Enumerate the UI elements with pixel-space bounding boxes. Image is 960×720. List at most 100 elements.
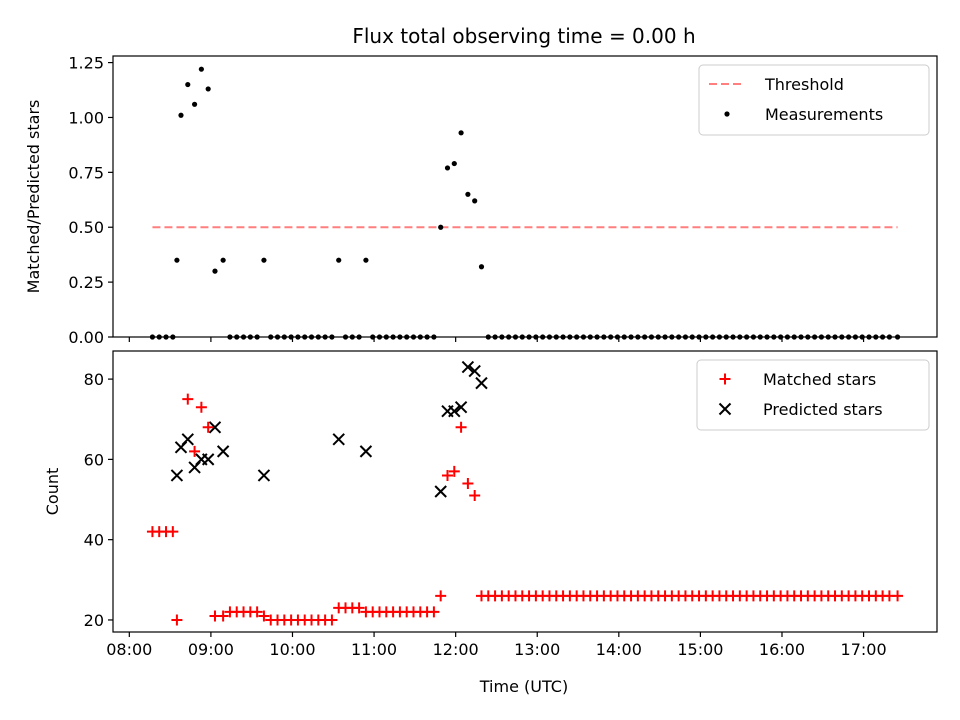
data-point	[397, 334, 403, 340]
data-point	[764, 334, 770, 340]
data-point	[167, 526, 179, 538]
data-point	[202, 421, 214, 433]
data-point	[254, 334, 260, 340]
data-point	[451, 160, 457, 167]
data-point	[455, 421, 467, 433]
data-point	[410, 334, 417, 340]
axes-frame	[112, 55, 938, 338]
y-tick-label: 80	[84, 370, 104, 389]
data-point	[472, 198, 478, 204]
data-point	[149, 334, 156, 340]
x-tick-label: 12:00	[433, 640, 479, 659]
data-point	[892, 590, 904, 602]
y-tick-label: 1.25	[68, 54, 104, 73]
data-point	[359, 445, 373, 458]
data-point	[846, 334, 852, 340]
data-point	[492, 334, 498, 340]
data-point	[784, 334, 791, 340]
legend: Matched stars Predicted stars	[696, 359, 930, 431]
data-point	[750, 334, 757, 340]
series-x	[170, 360, 488, 498]
legend-entry: Matched stars	[763, 370, 876, 389]
data-point	[533, 334, 539, 340]
data-point	[189, 445, 201, 457]
data-point	[737, 334, 743, 340]
data-point	[560, 334, 566, 340]
x-tick-label: 15:00	[677, 640, 723, 659]
data-point	[322, 334, 328, 340]
data-point	[448, 465, 460, 477]
data-point	[261, 257, 267, 263]
x-tick-label: 08:00	[106, 640, 152, 659]
data-point	[163, 334, 169, 340]
data-point	[791, 334, 797, 340]
legend-symbol	[719, 373, 731, 385]
data-point	[434, 485, 447, 498]
data-point	[458, 130, 464, 136]
data-point	[383, 334, 389, 340]
data-point	[669, 334, 675, 340]
data-point	[342, 334, 349, 340]
data-point	[696, 334, 702, 340]
data-point	[608, 334, 614, 340]
data-point	[682, 334, 689, 340]
x-axis-label: Time (UTC)	[479, 677, 568, 696]
data-point	[886, 334, 893, 340]
legend: Threshold Measurements	[698, 64, 930, 136]
data-point	[258, 610, 270, 622]
data-point	[295, 334, 301, 340]
legend-symbol	[724, 111, 730, 117]
data-point	[526, 334, 532, 340]
data-point	[540, 334, 546, 340]
data-point	[302, 334, 308, 340]
data-point	[376, 334, 383, 340]
data-point	[181, 433, 194, 446]
data-point	[195, 401, 207, 413]
legend-entry: Predicted stars	[763, 400, 883, 419]
data-point	[655, 334, 661, 340]
legend-box	[696, 359, 930, 431]
x-tick-label: 16:00	[759, 640, 805, 659]
data-point	[216, 445, 230, 458]
data-point	[438, 224, 444, 230]
data-point	[462, 477, 474, 489]
data-point	[274, 334, 281, 340]
axes-frame	[112, 350, 938, 633]
data-point	[435, 590, 447, 602]
data-point	[676, 334, 682, 340]
data-point	[185, 81, 191, 88]
chart-title: Flux total observing time = 0.00 h	[352, 24, 695, 48]
y-tick-label: 1.00	[68, 108, 104, 127]
data-point	[635, 334, 641, 340]
data-point	[894, 334, 901, 340]
data-point	[370, 334, 376, 340]
x-tick-label: 14:00	[596, 640, 642, 659]
data-point	[329, 334, 335, 340]
data-point	[628, 334, 634, 340]
legend-entry: Measurements	[765, 105, 883, 124]
data-point	[156, 334, 162, 340]
data-point	[642, 334, 648, 340]
data-point	[574, 334, 580, 340]
data-point	[281, 334, 287, 340]
data-point	[703, 334, 709, 340]
data-point	[716, 334, 723, 340]
data-point	[812, 334, 818, 340]
x-tick-label: 09:00	[188, 640, 234, 659]
data-point	[428, 606, 440, 618]
data-point	[191, 101, 198, 107]
data-point	[356, 334, 362, 340]
y-tick-label: 0.00	[68, 328, 104, 347]
data-point	[441, 469, 453, 481]
series-dot	[149, 66, 901, 340]
data-point	[485, 334, 491, 340]
data-point	[744, 334, 750, 340]
y-tick-label: 20	[84, 611, 104, 630]
series-plus	[146, 393, 904, 626]
data-point	[174, 257, 180, 263]
legend-entry: Threshold	[764, 75, 844, 94]
data-point	[448, 405, 461, 418]
data-point	[417, 334, 423, 340]
data-point	[621, 334, 627, 340]
